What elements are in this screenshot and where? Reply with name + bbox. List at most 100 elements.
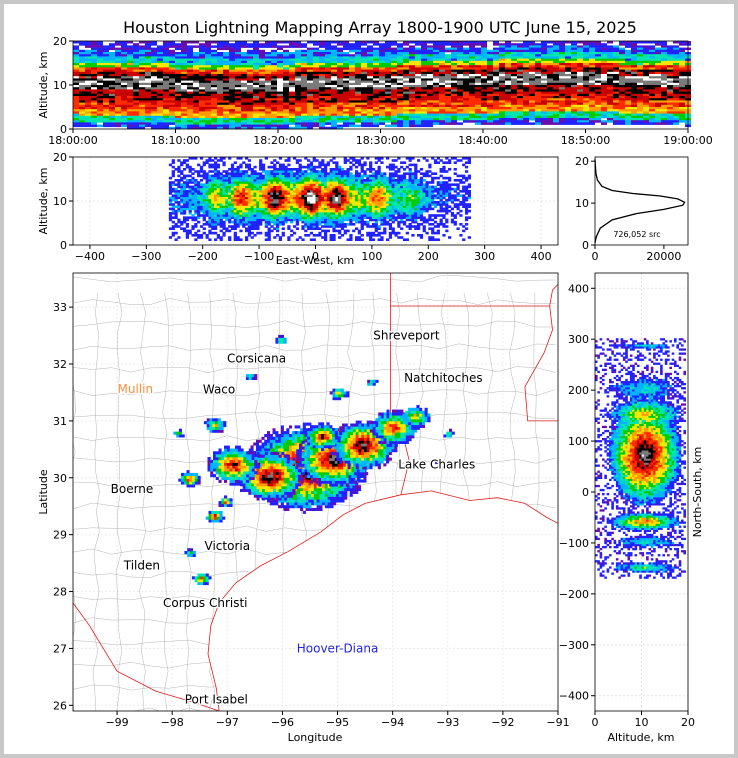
density-cell	[505, 74, 511, 77]
density-cell	[233, 183, 237, 186]
density-cell	[256, 209, 260, 213]
density-cell	[439, 60, 445, 64]
density-cell	[225, 229, 229, 233]
density-cell	[601, 89, 607, 92]
density-cell	[139, 109, 145, 112]
density-cell	[469, 76, 475, 79]
density-cell	[355, 65, 361, 68]
density-cell	[253, 126, 259, 130]
density-cell	[403, 113, 409, 117]
density-cell	[216, 192, 221, 195]
density-cell	[439, 102, 445, 106]
density-cell	[469, 71, 475, 75]
density-cell	[265, 45, 271, 48]
density-cell	[276, 234, 280, 237]
density-cell	[559, 45, 565, 48]
density-cell	[241, 115, 247, 119]
density-cell	[649, 71, 655, 75]
density-cell	[261, 212, 266, 215]
density-cell	[208, 231, 212, 235]
density-cell	[547, 91, 553, 95]
density-cell	[589, 113, 595, 117]
density-cell	[319, 107, 325, 110]
density-cell	[355, 45, 361, 48]
density-cell	[121, 118, 127, 121]
density-cell	[307, 124, 313, 128]
density-cell	[267, 179, 271, 182]
density-cell	[463, 93, 469, 97]
density-cell	[601, 67, 607, 70]
density-cell	[391, 89, 397, 92]
density-cell	[233, 223, 237, 226]
density-cell	[625, 58, 631, 62]
density-cell	[91, 63, 97, 66]
density-cell	[385, 118, 391, 121]
density-cell	[313, 100, 319, 103]
density-cell	[409, 47, 415, 51]
density-cell	[559, 91, 565, 95]
density-cell	[188, 181, 192, 184]
density-cell	[523, 76, 529, 79]
density-cell	[349, 96, 355, 99]
density-cell	[79, 102, 85, 106]
density-cell	[301, 80, 307, 84]
density-cell	[547, 76, 553, 79]
density-cell	[475, 78, 481, 81]
density-cell	[631, 41, 637, 44]
density-cell	[433, 100, 439, 103]
density-cell	[553, 96, 559, 99]
density-cell	[181, 102, 187, 106]
density-cell	[649, 96, 655, 99]
density-cell	[679, 71, 685, 75]
density-cell	[250, 212, 254, 215]
density-cell	[565, 49, 571, 53]
density-cell	[205, 109, 211, 112]
density-cell	[403, 98, 409, 101]
density-cell	[73, 67, 79, 70]
density-cell	[157, 87, 163, 90]
density-cell	[589, 85, 595, 88]
density-cell	[208, 181, 212, 184]
density-cell	[433, 91, 439, 95]
density-cell	[205, 203, 209, 206]
density-cell	[109, 96, 115, 99]
density-cell	[187, 47, 193, 51]
density-cell	[271, 65, 277, 68]
density-cell	[403, 52, 409, 55]
density-cell	[253, 205, 257, 208]
density-cell	[337, 54, 343, 57]
density-cell	[151, 69, 157, 73]
density-cell	[649, 111, 655, 114]
density-cell	[233, 205, 237, 208]
density-cell	[247, 223, 252, 226]
density-cell	[601, 63, 607, 66]
density-cell	[577, 85, 583, 88]
density-cell	[85, 78, 91, 81]
density-cell	[85, 98, 91, 101]
density-cell	[217, 102, 223, 106]
density-cell	[121, 96, 127, 99]
density-cell	[211, 159, 215, 162]
density-cell	[649, 49, 655, 53]
density-cell	[265, 102, 271, 106]
density-cell	[415, 82, 421, 86]
density-cell	[541, 89, 547, 92]
density-cell	[391, 63, 397, 66]
density-cell	[415, 74, 421, 77]
density-cell	[421, 82, 427, 86]
density-cell	[187, 80, 193, 84]
density-cell	[487, 85, 493, 88]
density-cell	[295, 115, 301, 119]
density-cell	[343, 100, 349, 103]
density-cell	[595, 111, 601, 114]
density-cell	[242, 190, 246, 193]
density-cell	[139, 67, 145, 70]
density-cell	[307, 56, 313, 59]
density-cell	[391, 109, 397, 112]
density-cell	[182, 190, 187, 193]
density-cell	[171, 203, 175, 206]
density-cell	[91, 124, 97, 128]
density-cell	[259, 102, 265, 106]
density-cell	[239, 185, 243, 189]
density-cell	[97, 120, 103, 123]
